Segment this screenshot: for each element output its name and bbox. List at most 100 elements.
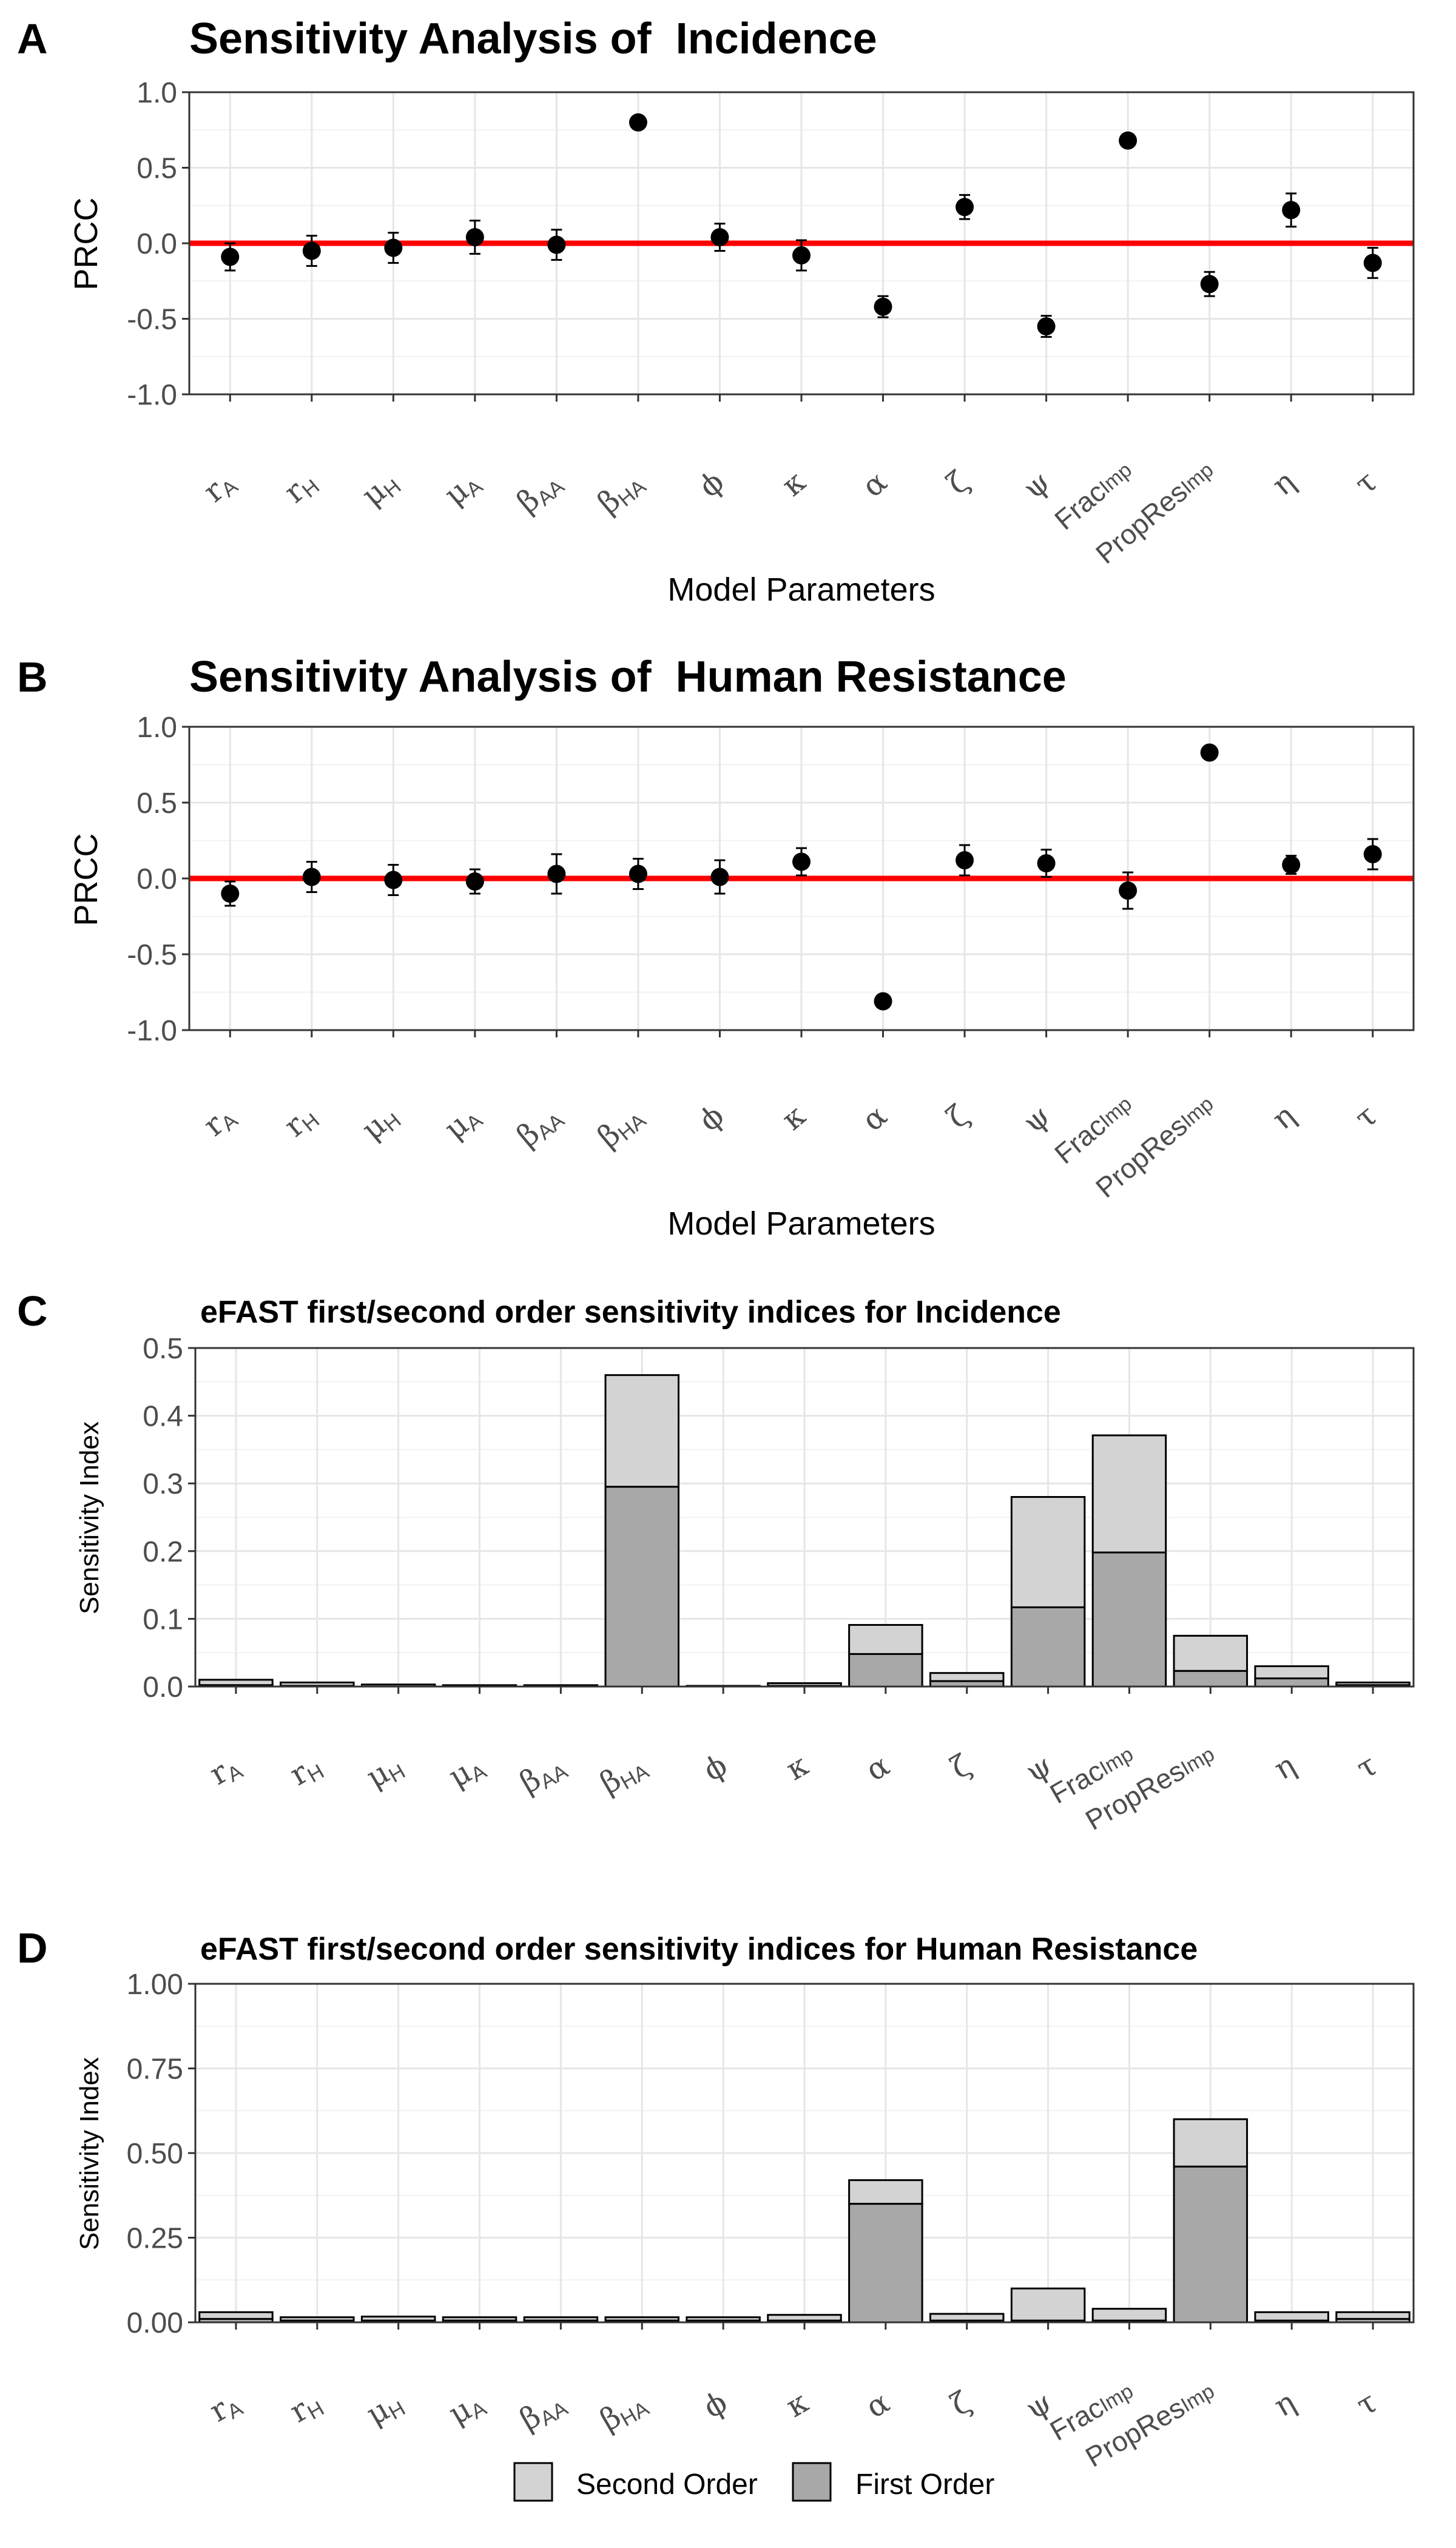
- x-tick-label-beta-ha: βHA: [591, 464, 650, 523]
- bar-second-order-zeta: [929, 2313, 1005, 2322]
- point-psi: [1037, 854, 1056, 872]
- legend: Second Order First Order: [513, 2462, 994, 2502]
- point-psi: [1037, 317, 1056, 335]
- x-tick-label-phi: ϕ: [692, 464, 730, 504]
- panel-b-plot: -1.0-0.50.00.51.0rA rH μH μA βAA βHA ϕ κ α ζ ψFrac…: [127, 712, 1415, 1204]
- x-tick-label-psi: ψ: [1016, 464, 1057, 507]
- point-phi: [710, 228, 729, 247]
- x-tick-label-tau: τ: [1348, 1098, 1383, 1136]
- bar-first-order-frac-imp: [1091, 1551, 1167, 1688]
- x-tick-label-tau: τ: [1350, 1747, 1383, 1786]
- y-tick-label: 0.5: [143, 1333, 183, 1365]
- y-tick-label: 0.25: [127, 2223, 183, 2255]
- y-tick-label: -1.0: [127, 1015, 177, 1047]
- bar-second-order-tau: [1335, 2311, 1410, 2320]
- x-tick-label-zeta: ζ: [945, 1747, 976, 1786]
- x-tick-label-psi: ψ: [1016, 1098, 1057, 1141]
- bar-second-order-frac-imp: [1091, 2308, 1167, 2322]
- panel-d-ylabel: Sensitivity Index: [75, 2057, 104, 2250]
- y-tick-label: -1.0: [127, 379, 177, 411]
- x-tick-label-r-a: rA: [204, 1747, 248, 1794]
- y-tick-label: 1.0: [136, 712, 177, 744]
- bar-first-order-propres-imp: [1173, 2165, 1249, 2324]
- x-tick-label-r-a: rA: [197, 464, 243, 511]
- legend-label-second-order: Second Order: [576, 2469, 758, 2501]
- point-frac-imp: [1119, 131, 1138, 150]
- point-mu-h: [384, 871, 403, 889]
- x-tick-label-kappa: κ: [775, 1098, 812, 1138]
- y-tick-label: 0.0: [143, 1671, 183, 1704]
- panel-a-plot: -1.0-0.50.00.51.0rA rH μH μA βAA βHA ϕ κ α ζ ψFrac…: [127, 77, 1415, 570]
- x-tick-label-phi: ϕ: [698, 2384, 733, 2425]
- point-beta-aa: [547, 864, 566, 883]
- bar-second-order-r-a: [198, 2311, 274, 2320]
- panel-letter-a: A: [17, 15, 48, 62]
- x-tick-label-mu-h: μH: [355, 464, 406, 515]
- bar-first-order-beta-ha: [604, 1486, 680, 1688]
- plot-border: [188, 91, 1415, 396]
- y-tick-label: 1.0: [136, 77, 177, 109]
- x-tick-label-mu-h: μH: [360, 2384, 409, 2434]
- x-tick-label-alpha: α: [860, 2384, 895, 2425]
- x-tick-label-alpha: α: [860, 1747, 895, 1788]
- point-kappa: [792, 852, 811, 871]
- panel-letter-c: C: [17, 1287, 48, 1335]
- point-mu-a: [465, 872, 484, 891]
- point-eta: [1282, 855, 1301, 874]
- point-beta-ha: [629, 864, 647, 883]
- panel-c-ylabel: Sensitivity Index: [75, 1421, 104, 1614]
- point-eta: [1282, 201, 1301, 220]
- x-tick-label-mu-a: μA: [437, 464, 487, 514]
- legend-label-first-order: First Order: [855, 2469, 994, 2501]
- x-tick-label-zeta: ζ: [940, 1098, 976, 1136]
- x-tick-label-alpha: α: [855, 464, 894, 504]
- y-tick-label: 0.5: [136, 787, 177, 820]
- panel-letter-d: D: [17, 1924, 48, 1972]
- x-tick-label-r-h: rH: [277, 1098, 324, 1146]
- panel-b-title: Sensitivity Analysis of Human Resistance: [189, 653, 1067, 701]
- x-tick-label-beta-aa: βAA: [514, 1747, 572, 1802]
- y-tick-label: 0.50: [127, 2138, 183, 2170]
- x-tick-label-kappa: κ: [780, 1747, 814, 1787]
- bar-second-order-alpha: [848, 1623, 923, 1655]
- x-tick-label-mu-a: μA: [443, 1747, 491, 1796]
- legend-swatch-first-order: [792, 2462, 832, 2502]
- point-tau: [1363, 845, 1382, 863]
- x-tick-label-kappa: κ: [775, 464, 812, 504]
- y-tick-label: -0.5: [127, 304, 177, 336]
- point-propres-imp: [1200, 275, 1219, 294]
- x-tick-label-beta-ha: βHA: [591, 1098, 650, 1157]
- x-tick-label-r-h: rH: [284, 2384, 328, 2432]
- plot-border: [194, 1347, 1415, 1688]
- bar-second-order-beta-ha: [604, 1374, 680, 1488]
- y-tick-label: 0.75: [127, 2054, 183, 2086]
- point-mu-h: [384, 238, 403, 257]
- y-tick-label: 0.0: [136, 863, 177, 895]
- bar-second-order-propres-imp: [1173, 2118, 1249, 2168]
- panel-d-title: eFAST first/second order sensitivity ind…: [200, 1932, 1198, 1967]
- y-tick-label: 0.4: [143, 1401, 183, 1433]
- point-alpha: [874, 297, 892, 316]
- x-tick-label-beta-aa: βAA: [514, 2384, 572, 2439]
- x-tick-label-eta: η: [1268, 2384, 1301, 2424]
- bar-first-order-alpha: [848, 2203, 923, 2324]
- bar-second-order-zeta: [929, 1672, 1005, 1682]
- bar-second-order-alpha: [848, 2179, 923, 2205]
- point-zeta: [956, 198, 974, 217]
- y-tick-label: 0.1: [143, 1603, 183, 1636]
- y-tick-label: 0.2: [143, 1536, 183, 1568]
- y-tick-label: -0.5: [127, 939, 177, 971]
- x-tick-label-alpha: α: [855, 1098, 894, 1138]
- panel-b-xlabel: Model Parameters: [667, 1205, 935, 1242]
- point-phi: [710, 868, 729, 886]
- point-r-a: [221, 248, 240, 266]
- x-tick-label-r-a: rA: [204, 2384, 248, 2431]
- x-tick-label-r-h: rH: [284, 1747, 328, 1795]
- legend-swatch-second-order: [513, 2462, 553, 2502]
- x-tick-label-eta: η: [1268, 1747, 1301, 1787]
- x-tick-label-mu-h: μH: [355, 1098, 406, 1149]
- x-tick-label-tau: τ: [1348, 464, 1383, 502]
- x-tick-label-kappa: κ: [780, 2384, 814, 2424]
